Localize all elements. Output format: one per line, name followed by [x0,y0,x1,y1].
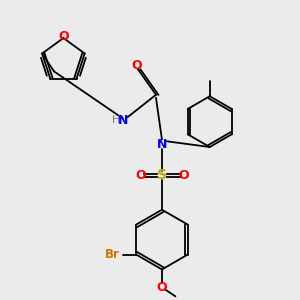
Text: O: O [157,281,167,294]
Text: O: O [58,30,69,43]
Text: H: H [112,115,120,125]
Text: S: S [157,168,167,182]
Text: Br: Br [105,248,120,261]
Text: O: O [135,169,146,182]
Text: O: O [131,59,142,72]
Text: O: O [178,169,189,182]
Text: N: N [157,137,167,151]
Text: N: N [118,114,128,127]
